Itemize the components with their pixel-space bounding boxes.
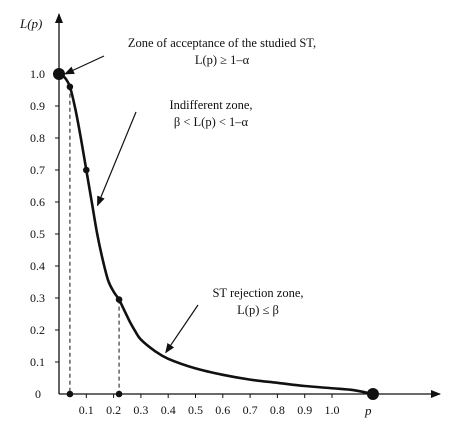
x-tick-label: 0.5 (188, 403, 203, 417)
x-tick-label: 0.3 (133, 403, 148, 417)
x-tick-label: 1.0 (325, 403, 340, 417)
annotation-acceptance-zone: Zone of acceptance of the studied ST, L(p… (128, 36, 316, 67)
ticks: 0.1 0.2 0.3 0.4 0.5 0.6 0.7 0.8 0.9 1.0 0 0.1 0.2 0.3… (30, 67, 340, 417)
x-axis-label: p (364, 403, 372, 418)
data-point (66, 83, 74, 91)
arrow-rejection-zone (165, 304, 199, 354)
y-tick-label: 0.4 (30, 259, 45, 273)
annotation-line: L(p) ≤ β (237, 303, 279, 317)
y-tick-label: 1.0 (30, 67, 45, 81)
annotation-indifferent-zone: Indifferent zone, β < L(p) < 1–α (169, 98, 252, 129)
annotation-line: Indifferent zone, (169, 98, 252, 112)
annotation-rejection-zone: ST rejection zone, L(p) ≤ β (212, 286, 303, 317)
y-tick-label: 0.7 (30, 163, 45, 177)
y-tick-label: 0.8 (30, 131, 45, 145)
y-tick-label: 0.3 (30, 291, 45, 305)
y-tick-label: 0.2 (30, 323, 45, 337)
drop-lines (69, 86, 120, 394)
annotations: Zone of acceptance of the studied ST, L(p… (64, 36, 316, 354)
y-tick-label: 0.1 (30, 355, 45, 369)
axes (55, 13, 441, 398)
arrow-indifferent-zone (96, 111, 137, 207)
y-tick-label: 0.6 (30, 195, 45, 209)
x-tick-label: 0.1 (79, 403, 94, 417)
data-point (115, 390, 123, 398)
y-axis-label: L(p) (19, 16, 42, 31)
x-tick-label: 0.8 (270, 403, 285, 417)
x-tick-label: 0 (35, 387, 41, 401)
data-point (53, 68, 65, 80)
data-point (83, 166, 90, 174)
x-tick-label: 0.2 (106, 403, 121, 417)
x-tick-label: 0.7 (243, 403, 258, 417)
data-point (115, 296, 123, 303)
data-point (66, 390, 74, 398)
x-tick-label: 0.4 (161, 403, 176, 417)
annotation-line: Zone of acceptance of the studied ST, (128, 36, 316, 50)
marker-points (53, 68, 379, 400)
annotation-line: β < L(p) < 1–α (174, 115, 249, 129)
data-point (366, 388, 379, 400)
y-tick-label: 0.5 (30, 227, 45, 241)
annotation-line: ST rejection zone, (212, 286, 303, 300)
oc-curve-line (58, 72, 374, 396)
y-tick-label: 0.9 (30, 99, 45, 113)
curve-group (58, 72, 374, 396)
x-tick-label: 0.6 (215, 403, 230, 417)
arrow-acceptance-zone (64, 55, 105, 75)
x-tick-label: 0.9 (297, 403, 312, 417)
annotation-line: L(p) ≥ 1–α (195, 53, 250, 67)
